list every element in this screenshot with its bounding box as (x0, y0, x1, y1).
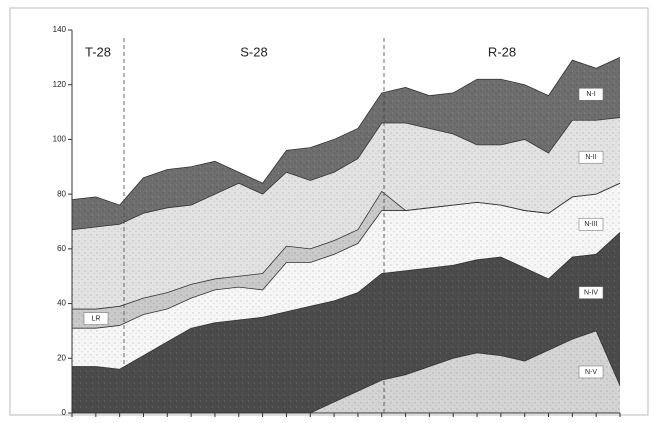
section-label: R-28 (488, 44, 516, 59)
layer-label-box (83, 312, 109, 325)
overlay: N-I N-II LR N-III N-IV N-V 0 20 40 60 80 100 120 140 T… (53, 25, 621, 417)
layer-label: N-II (585, 154, 596, 161)
layer-label: N-IV (584, 289, 598, 296)
y-tick-label: 20 (57, 353, 66, 362)
layer-label: N-III (584, 221, 597, 228)
boundary-line (72, 232, 621, 370)
boundary-line (71, 117, 621, 231)
y-tick-label: 0 (62, 408, 67, 417)
layer-label-box (578, 150, 604, 164)
layer-label-box (578, 286, 604, 299)
y-tick-label: 80 (57, 189, 66, 198)
boundary-line (72, 182, 621, 329)
layer-texture (72, 183, 620, 370)
layer-label-box (578, 88, 604, 101)
layer-label: LR (92, 315, 101, 322)
layer-label: N-V (585, 369, 597, 376)
layer-texture (72, 57, 620, 230)
layer-label-box (578, 217, 604, 231)
section-label: S-28 (240, 44, 267, 59)
layer-label-box (578, 365, 604, 379)
layer-texture (72, 330, 620, 413)
layer-label: N-I (586, 91, 595, 98)
y-tick-label: 100 (53, 135, 67, 144)
y-tick-label: 140 (53, 25, 67, 34)
y-tick-label: 40 (57, 299, 66, 308)
boundary-line (310, 330, 621, 414)
boundary-line (71, 56, 621, 206)
layer-texture (72, 117, 620, 310)
section-label: T-28 (85, 44, 111, 59)
layer-texture (72, 232, 620, 413)
frame (9, 7, 649, 416)
y-tick-label: 60 (57, 244, 66, 253)
y-tick-label: 120 (53, 80, 67, 89)
